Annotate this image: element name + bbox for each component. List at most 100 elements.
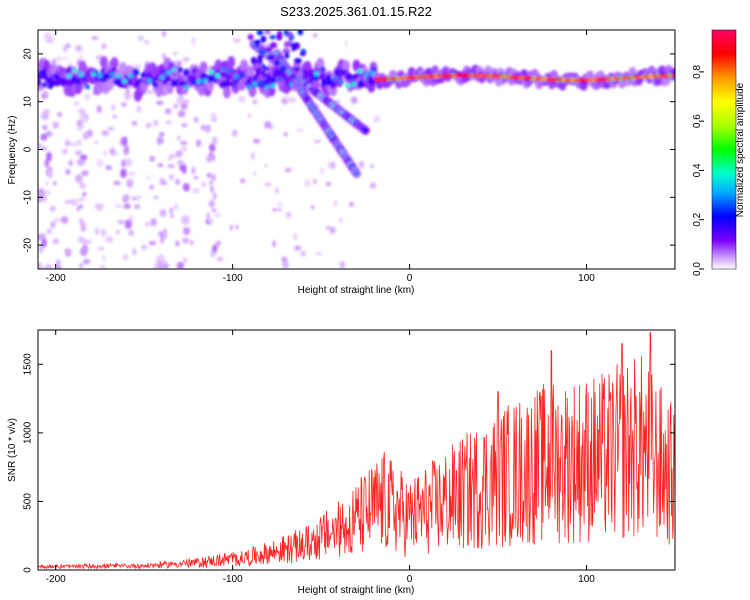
streak-blob (207, 218, 215, 224)
noise-blob (147, 89, 154, 95)
noise-blob (189, 239, 194, 245)
streak-blob (82, 191, 87, 197)
streak-blob (212, 192, 217, 200)
noise-blob (132, 64, 139, 70)
cluster-blob (261, 64, 266, 70)
band-peak (103, 73, 109, 79)
band-peak (91, 71, 97, 77)
noise-blob (52, 121, 60, 129)
band-peak (320, 66, 326, 72)
noise-blob (313, 139, 321, 143)
noise-blob (105, 236, 114, 244)
band-peak (184, 84, 190, 90)
noise-blob (127, 171, 136, 177)
streak-blob (45, 130, 53, 137)
noise-blob (167, 164, 176, 168)
band-core (255, 67, 263, 76)
noise-blob (68, 159, 73, 167)
band-peak (246, 84, 252, 90)
band-hot (514, 76, 525, 80)
noise-blob (303, 179, 311, 188)
noise-blob (144, 222, 151, 227)
streak-blob (82, 131, 89, 141)
streak-blob (124, 158, 133, 167)
noise-blob (310, 204, 315, 210)
band-peak (122, 78, 128, 84)
band-peak (252, 81, 258, 87)
snr-x-tick-label: -200 (46, 574, 66, 585)
noise-blob (358, 160, 365, 169)
band-halo (155, 79, 164, 92)
streak-blob (81, 170, 89, 177)
spectrogram-x-tick-label: 0 (407, 273, 413, 284)
band-hot (640, 75, 651, 79)
noise-blob (107, 126, 115, 131)
band-hot (455, 73, 466, 78)
band-peak (338, 79, 344, 85)
noise-blob (52, 181, 57, 186)
noise-blob (168, 153, 176, 160)
noise-blob (63, 44, 68, 53)
band-peak (363, 72, 369, 78)
cluster-blob (265, 46, 273, 53)
band-hot (465, 73, 476, 78)
streak-blob (182, 256, 188, 264)
noise-blob (153, 119, 159, 127)
streak-blob (120, 102, 128, 107)
streak-blob (159, 209, 167, 218)
streak-blob (178, 94, 184, 102)
snr-y-tick-label: 500 (23, 493, 34, 510)
band-hot (475, 74, 486, 78)
noise-blob (195, 139, 202, 148)
cluster-blob (293, 57, 302, 64)
noise-blob (369, 164, 375, 168)
colorbar-gradient (712, 30, 736, 269)
noise-blob (373, 115, 381, 124)
band-hot (553, 78, 564, 82)
noise-blob (105, 165, 113, 171)
colorbar-tick-label: 0.4 (692, 163, 703, 177)
noise-blob (169, 213, 175, 219)
noise-blob (145, 122, 152, 129)
band-hot (611, 77, 622, 81)
streak-blob (160, 181, 168, 186)
cluster-blob (259, 49, 266, 55)
noise-blob (247, 113, 252, 118)
band-peak (116, 73, 122, 79)
spectrogram-heatmap (38, 30, 675, 269)
streak-blob (120, 168, 127, 179)
noise-blob (148, 240, 157, 246)
band-hot (426, 74, 437, 79)
cluster-blob (276, 32, 283, 41)
noise-blob (50, 221, 56, 229)
cluster-blob (299, 51, 307, 57)
band-peak (171, 67, 177, 73)
band-peak (258, 80, 264, 86)
band-hot (446, 73, 457, 78)
noise-blob (131, 120, 138, 126)
noise-blob (77, 196, 86, 202)
noise-blob (150, 218, 157, 227)
band-halo (237, 78, 246, 91)
band-hot (436, 74, 447, 78)
noise-blob (173, 203, 178, 211)
noise-blob (52, 238, 60, 245)
noise-blob (43, 32, 51, 40)
noise-blob (84, 93, 91, 101)
noise-blob (103, 149, 108, 157)
colorbar-tick-label: 0.0 (692, 262, 703, 276)
band-peak (264, 84, 270, 90)
band-hot (524, 76, 535, 80)
noise-blob (216, 256, 224, 262)
streak-blob (79, 182, 86, 189)
spectrogram-y-axis-label: Frequency (Hz) (7, 116, 18, 185)
noise-blob (285, 211, 292, 218)
noise-blob (77, 236, 85, 243)
band-peak (41, 82, 47, 88)
streak-blob (182, 226, 191, 236)
streak-blob (123, 146, 128, 156)
noise-blob (66, 43, 71, 49)
